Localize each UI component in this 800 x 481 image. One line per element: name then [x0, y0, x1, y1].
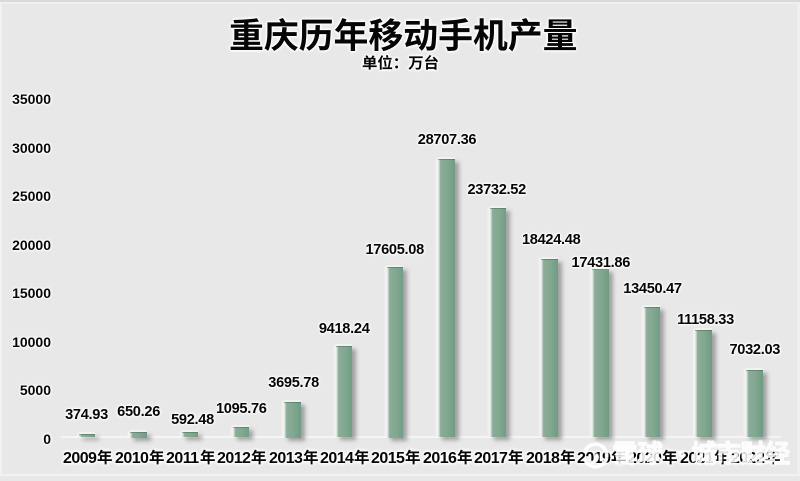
svg-text:2014: 2014: [320, 450, 354, 467]
svg-text:2016: 2016: [423, 450, 457, 467]
svg-text:2009: 2009: [63, 450, 97, 467]
svg-text:2013: 2013: [269, 450, 303, 467]
svg-text:2010: 2010: [115, 450, 149, 467]
svg-text:2017: 2017: [474, 450, 508, 467]
svg-text:2018: 2018: [526, 450, 560, 467]
svg-text:2011: 2011: [166, 450, 199, 467]
svg-text:2015: 2015: [371, 450, 405, 467]
svg-text:2012: 2012: [217, 450, 251, 467]
